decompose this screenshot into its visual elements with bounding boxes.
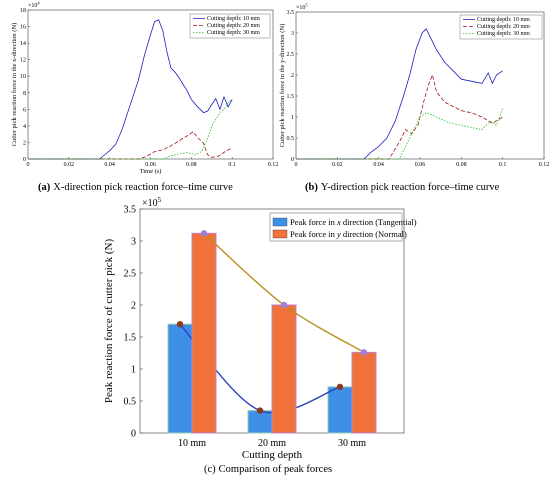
panel-b-y-tick-label: 0.5 bbox=[287, 136, 295, 142]
panel-a-chart: 0 0.02 0.04 0.06 0.08 0.1 0.12 0 2 4 6 8 10 12 14 16 18×… bbox=[11, 1, 278, 176]
panel-b-y-exponent-power: 5 bbox=[305, 3, 308, 8]
panel-b-y-tick-label: 3 bbox=[291, 31, 294, 37]
panel-a-series-line-1 bbox=[28, 19, 233, 160]
panel-c-y-tick-label: 2.5 bbox=[124, 269, 137, 280]
panel-c-y-tick-label: 2 bbox=[131, 301, 136, 312]
panel-a-y-tick-label: 8 bbox=[23, 91, 26, 97]
panel-b-legend-label-1: Cutting depth: 10 mm bbox=[477, 17, 530, 23]
panel-c-legend: Peak force in x direction (Tangential) Pe… bbox=[269, 212, 417, 242]
panel-c-y-exponent-power: 5 bbox=[158, 196, 162, 204]
panel-c-bar-x-3 bbox=[327, 386, 353, 434]
panel-c-y-tick-label: 0 bbox=[131, 429, 136, 440]
panel-c-category-label: 30 mm bbox=[338, 438, 366, 449]
panel-a-y-tick-label: 14 bbox=[20, 41, 26, 47]
panel-a-y-exponent: ×104 bbox=[28, 1, 40, 10]
panel-a-legend-label-1: Cutting depth: 10 mm bbox=[207, 16, 260, 22]
panel-c-legend-swatch-1 bbox=[272, 217, 288, 227]
panel-b-x-tick-label: 0.06 bbox=[415, 162, 426, 168]
panel-a-x-tick-label: 0 bbox=[27, 162, 30, 168]
panel-b-x-tick-label: 0.02 bbox=[332, 162, 343, 168]
panel-c-category-label: 20 mm bbox=[258, 438, 286, 449]
panel-c-x-axis-label: Cutting depth bbox=[242, 449, 303, 461]
panel-c-y-tick-label: 0.5 bbox=[124, 397, 137, 408]
panel-b-y-tick-label: 2 bbox=[291, 73, 294, 79]
panel-b-chart: 0 0.02 0.04 0.06 0.08 0.1 0.12 0 0.5 1 1.5 2 2.5 3 3.5… bbox=[279, 3, 549, 169]
panel-a-y-tick-label: 12 bbox=[20, 58, 26, 64]
panel-a-series-line-2 bbox=[28, 131, 233, 160]
panel-c-y-tick-label: 1.5 bbox=[124, 333, 137, 344]
panel-c-marker-x-2 bbox=[256, 407, 264, 414]
panel-c-category-label: 10 mm bbox=[178, 438, 206, 449]
panel-c-marker-y-2 bbox=[280, 301, 288, 309]
caption-b-label: (b) bbox=[305, 182, 318, 193]
panel-a-x-tick-label: 0.02 bbox=[64, 162, 75, 168]
panel-c-marker-y-3 bbox=[360, 349, 368, 356]
panel-b-series-line-3 bbox=[296, 108, 504, 160]
caption-c-text: Comparison of peak forces bbox=[219, 464, 332, 475]
panel-a-x-tick-label: 0.06 bbox=[145, 162, 156, 168]
panel-a-legend-label-2: Cutting depth: 20 mm bbox=[207, 23, 260, 29]
panel-c-legend-swatch-2 bbox=[272, 229, 288, 239]
caption-a-text: X-direction pick reaction force–time cur… bbox=[53, 182, 233, 193]
panel-c-bar-y-2 bbox=[271, 304, 297, 434]
panel-a-y-exponent-power: 4 bbox=[37, 1, 40, 6]
panel-b-legend-label-2: Cutting depth: 20 mm bbox=[477, 24, 530, 30]
panel-a-y-tick-label: 18 bbox=[20, 8, 26, 14]
panel-c-y-axis-label: Peak reaction force of cutter pick (N) bbox=[103, 239, 115, 404]
panel-c-legend-label-2: Peak force in y direction (Normal) bbox=[290, 229, 407, 239]
panel-c-y-exponent: ×105 bbox=[142, 196, 162, 209]
caption-c-label: (c) bbox=[204, 464, 216, 475]
panel-c-marker-x-1 bbox=[176, 321, 184, 328]
panel-c-marker-x-3 bbox=[336, 383, 344, 391]
panel-c-y-tick-label: 3.5 bbox=[124, 205, 137, 216]
panel-c-bar-y-1 bbox=[191, 232, 217, 434]
panel-a-legend-label-3: Cutting depth: 30 mm bbox=[207, 30, 260, 36]
panel-a-x-tick-label: 0.12 bbox=[268, 162, 279, 168]
panel-a-x-tick-label: 0.08 bbox=[186, 162, 197, 168]
panel-c-chart: 0 0.5 1 1.5 2 2.5 3 3.5 ×105 Peak reaction force … bbox=[103, 196, 417, 461]
panel-a-x-tick-label: 0.1 bbox=[228, 162, 236, 168]
panel-c-y-tick-label: 1 bbox=[131, 365, 136, 376]
caption-b: (b) Y-direction pick reaction force–time … bbox=[305, 182, 500, 193]
panel-b-y-exponent: ×105 bbox=[296, 3, 308, 12]
panel-b-y-tick-label: 2.5 bbox=[287, 52, 295, 58]
panel-b-legend-label-3: Cutting depth: 30 mm bbox=[477, 31, 530, 37]
panel-b-x-tick-label: 0.12 bbox=[539, 162, 550, 168]
panel-a-y-tick-label: 16 bbox=[20, 25, 26, 31]
panel-a-x-axis-label: Time (s) bbox=[140, 168, 162, 175]
panel-a-y-tick-label: 0 bbox=[23, 157, 26, 163]
panel-b-y-axis-label: Cutter pick reaction force in the y-dire… bbox=[279, 24, 286, 148]
panel-b-y-tick-label: 1.5 bbox=[287, 94, 295, 100]
panel-a-y-tick-label: 4 bbox=[23, 124, 26, 130]
panel-b-y-tick-label: 3.5 bbox=[287, 10, 295, 16]
panel-c-marker-y-1 bbox=[200, 230, 208, 237]
panel-c-y-tick-label: 3 bbox=[131, 237, 136, 248]
panel-c-bar-x-2 bbox=[247, 410, 273, 434]
panel-a-x-tick-label: 0.04 bbox=[104, 162, 115, 168]
panel-b-x-tick-label: 0 bbox=[295, 162, 298, 168]
panel-a-y-tick-label: 10 bbox=[20, 74, 26, 80]
panel-b-y-tick-label: 1 bbox=[291, 115, 294, 121]
caption-b-text: Y-direction pick reaction force–time cur… bbox=[321, 182, 500, 193]
panel-b-series-line-1 bbox=[296, 28, 503, 160]
panel-c-bar-x-1 bbox=[167, 323, 193, 434]
panel-b-x-tick-label: 0.08 bbox=[456, 162, 467, 168]
caption-a: (a) X-direction pick reaction force–time … bbox=[38, 182, 233, 193]
panel-b-x-tick-label: 0.04 bbox=[373, 162, 384, 168]
panel-a-y-tick-label: 6 bbox=[23, 107, 26, 113]
caption-c: (c) Comparison of peak forces bbox=[204, 464, 332, 475]
panel-a-y-tick-label: 2 bbox=[23, 140, 26, 146]
caption-a-label: (a) bbox=[38, 182, 51, 193]
panel-c-legend-label-1: Peak force in x direction (Tangential) bbox=[290, 217, 417, 227]
panel-a-series-line-3 bbox=[28, 99, 233, 160]
panel-b-y-tick-label: 0 bbox=[291, 157, 294, 163]
panel-b-series-line-2 bbox=[296, 73, 503, 160]
panel-b-x-tick-label: 0.1 bbox=[499, 162, 507, 168]
panel-c-bar-y-3 bbox=[351, 351, 377, 434]
panel-a-y-axis-label: Cutter pick reaction force in the x-dire… bbox=[11, 23, 18, 147]
